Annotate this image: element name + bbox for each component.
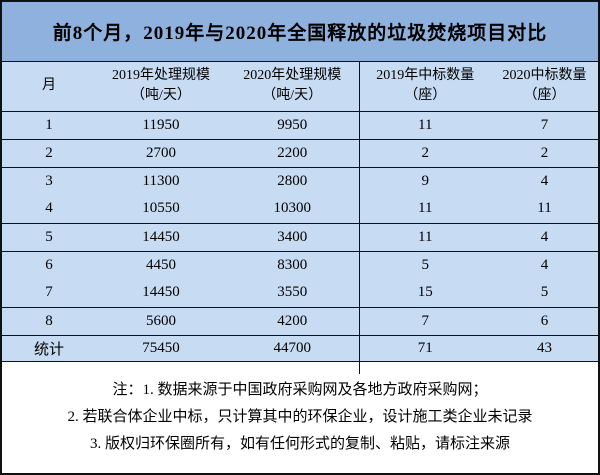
scale-2020-cell: 2800 <box>277 172 308 189</box>
month-cell: 4 <box>2 195 96 224</box>
col-header-bids-2020: 2020中标数量 （座） <box>491 62 598 112</box>
scale-2019-cell: 4450 <box>146 256 176 273</box>
scale-2019-cell: 11300 <box>142 172 180 189</box>
col-header-month: 月 <box>2 62 96 112</box>
table-row: 5 14450 3400 11 4 <box>2 223 598 252</box>
table-header: 月 2019年处理规模 （吨/天） 2020年处理规模 （吨/天） 2019年中… <box>2 62 598 112</box>
table-body: 1 11950 9950 11 7 2 2700 2200 2 2 3 1130… <box>2 111 598 362</box>
footnote-line-2: 2. 若联合体企业中标，只计算其中的环保企业，设计施工类企业未记录 <box>67 408 533 425</box>
scale-2019-cell: 14450 <box>96 223 226 252</box>
month-cell: 6 <box>45 256 53 273</box>
footnotes: 注：1. 数据来源于中国政府采购网及各地方政府采购网； 2. 若联合体企业中标，… <box>2 361 598 473</box>
bids-2019-cell: 11 <box>358 111 491 140</box>
title-band: 前8个月，2019年与2020年全国释放的垃圾焚烧项目对比 <box>2 2 598 62</box>
scale-2020-cell: 4200 <box>226 307 359 336</box>
scale-2020-cell: 9950 <box>226 111 359 140</box>
bids-2020-cell: 2 <box>491 139 598 168</box>
table-row: 1 11950 9950 11 7 <box>2 111 598 140</box>
col-header-scale-2020: 2020年处理规模 （吨/天） <box>226 62 359 112</box>
month-cell: 5 <box>2 223 96 252</box>
footnote-line-1: 注：1. 数据来源于中国政府采购网及各地方政府采购网； <box>112 381 488 398</box>
bids-2020-cell: 4 <box>540 256 549 273</box>
bids-2019-cell: 11 <box>358 195 491 224</box>
scale-2019-cell: 2700 <box>96 139 226 168</box>
scale-2020-cell: 8300 <box>277 256 308 273</box>
col-header-scale-2019: 2019年处理规模 （吨/天） <box>96 62 226 112</box>
total-row: 统计 75450 44700 71 43 <box>2 335 598 362</box>
total-bids-2019-cell: 71 <box>358 335 491 362</box>
comparison-table: 月 2019年处理规模 （吨/天） 2020年处理规模 （吨/天） 2019年中… <box>2 62 598 362</box>
scale-2019-cell: 11950 <box>96 111 226 140</box>
bids-2020-cell: 5 <box>491 279 598 308</box>
month-cell: 3 <box>45 172 53 189</box>
bids-2019-cell: 11 <box>358 223 491 252</box>
table-row: 7 14450 3550 15 5 <box>2 279 598 308</box>
scale-2019-cell: 5600 <box>96 307 226 336</box>
bids-2020-cell: 4 <box>491 223 598 252</box>
month-cell: 8 <box>2 307 96 336</box>
column-divider-stub <box>359 362 360 374</box>
header-row: 月 2019年处理规模 （吨/天） 2020年处理规模 （吨/天） 2019年中… <box>2 62 598 112</box>
scale-2020-cell: 3550 <box>226 279 359 308</box>
total-label-cell: 统计 <box>2 335 96 362</box>
table-title: 前8个月，2019年与2020年全国释放的垃圾焚烧项目对比 <box>52 23 548 44</box>
total-scale-2020-cell: 44700 <box>226 335 359 362</box>
table-row: 3 11300 2800 9 4 <box>2 167 598 195</box>
month-cell: 2 <box>2 139 96 168</box>
bids-2019-cell: 7 <box>358 307 491 336</box>
table-row: 4 10550 10300 11 11 <box>2 195 598 224</box>
total-scale-2019-cell: 75450 <box>96 335 226 362</box>
bids-2020-cell: 4 <box>540 172 549 189</box>
scale-2020-cell: 10300 <box>226 195 359 224</box>
scale-2020-cell: 3400 <box>226 223 359 252</box>
bids-2019-cell: 2 <box>358 139 491 168</box>
month-cell: 7 <box>2 279 96 308</box>
month-cell: 1 <box>2 111 96 140</box>
table-row: 8 5600 4200 7 6 <box>2 307 598 336</box>
bids-2019-cell: 15 <box>358 279 491 308</box>
bids-2020-cell: 7 <box>491 111 598 140</box>
footnote-line-3: 3. 版权归环保圈所有，如有任何形式的复制、粘贴，请标注来源 <box>89 435 510 452</box>
total-bids-2020-cell: 43 <box>491 335 598 362</box>
scale-2020-cell: 2200 <box>226 139 359 168</box>
scale-2019-cell: 10550 <box>96 195 226 224</box>
bids-2020-cell: 11 <box>491 195 598 224</box>
scale-2019-cell: 14450 <box>96 279 226 308</box>
table-row: 6 4450 8300 5 4 <box>2 251 598 279</box>
col-header-bids-2019: 2019年中标数量 （座） <box>358 62 491 112</box>
bids-2020-cell: 6 <box>491 307 598 336</box>
bids-2019-cell: 5 <box>358 251 491 279</box>
table-row: 2 2700 2200 2 2 <box>2 139 598 168</box>
bids-2019-cell: 9 <box>358 167 491 195</box>
